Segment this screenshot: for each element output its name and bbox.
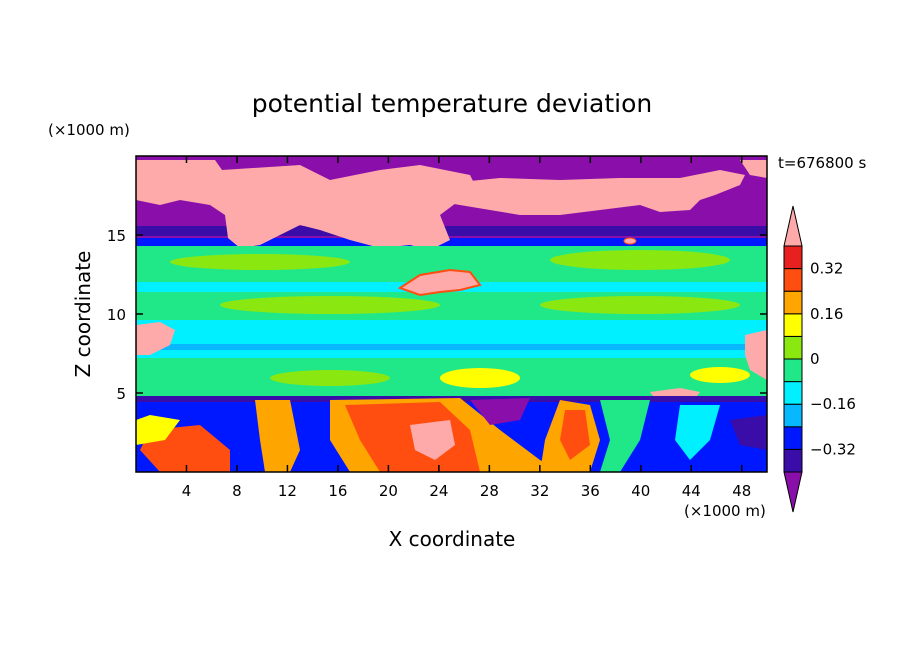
x-tick-label: 24 — [429, 482, 448, 500]
upper-positive-dot — [623, 237, 637, 245]
colorbar-top-triangle — [783, 205, 803, 247]
x-tick-label: 8 — [232, 482, 242, 500]
upper-positive-blob-3 — [740, 160, 767, 178]
colorbar-segment — [783, 426, 803, 450]
time-label: t=676800 s — [778, 154, 866, 172]
x-tick-label: 28 — [480, 482, 499, 500]
x-tick-label: 40 — [631, 482, 650, 500]
colorbar: 0.32 0.16 0 −0.16 −0.32 — [783, 205, 856, 513]
yellow-patch-2 — [690, 367, 750, 383]
light-green-patch-3 — [220, 296, 440, 314]
light-green-patch-4 — [540, 296, 740, 314]
upper-positive-blob-2 — [430, 170, 745, 215]
y-axis-label: Z coordinate — [71, 251, 95, 378]
x-tick-label: 32 — [530, 482, 549, 500]
lower-purple-patch — [470, 398, 530, 425]
yellow-patch-1 — [440, 368, 520, 388]
light-green-patch-5 — [270, 370, 390, 386]
y-tick-label: 15 — [107, 227, 126, 245]
colorbar-segment — [783, 290, 803, 315]
colorbar-bottom-triangle — [783, 471, 803, 513]
cyan-band-2 — [136, 320, 767, 344]
upper-positive-blob-1 — [136, 160, 480, 250]
colorbar-segment — [783, 381, 803, 405]
colorbar-tick-label: 0.32 — [810, 260, 843, 278]
colorbar-segment — [783, 268, 803, 292]
x-tick-label: 44 — [682, 482, 701, 500]
left-positive-blob — [136, 322, 175, 355]
light-green-patch-2 — [550, 250, 730, 270]
colorbar-segment — [783, 358, 803, 383]
lower-right-hot — [560, 410, 590, 460]
y-tick-label: 10 — [107, 306, 126, 324]
lower-left-warm — [255, 400, 300, 472]
y-axis-ticks: 5 10 15 — [107, 227, 767, 403]
x-tick-label: 4 — [182, 482, 192, 500]
colorbar-tick-label: −0.32 — [810, 440, 856, 458]
colorbar-tick-label: −0.16 — [810, 395, 856, 413]
colorbar-tick-label: 0.16 — [810, 305, 843, 323]
lower-right-purple — [730, 415, 767, 450]
y-unit-label: (×1000 m) — [48, 121, 130, 139]
colorbar-tick-label: 0 — [810, 350, 820, 368]
x-tick-label: 36 — [581, 482, 600, 500]
contour-plot — [136, 156, 767, 472]
colorbar-segment — [783, 403, 803, 428]
colorbar-segment — [783, 313, 803, 337]
x-tick-label: 48 — [732, 482, 751, 500]
upper-darkblue-strip — [136, 226, 767, 236]
mid-positive-blob — [397, 268, 482, 297]
x-tick-label: 16 — [328, 482, 347, 500]
lower-cyan-wave — [675, 405, 720, 460]
upper-blue-line — [136, 238, 767, 246]
colorbar-segment — [783, 448, 803, 473]
x-axis-ticks: 4 8 12 16 20 24 28 32 36 40 44 48 — [182, 156, 751, 500]
lower-peak-plume — [410, 420, 455, 460]
blue-strip-mid — [136, 344, 767, 350]
colorbar-segment — [783, 335, 803, 360]
colorbar-segment — [783, 245, 803, 270]
x-unit-label: (×1000 m) — [684, 502, 766, 520]
chart-title: potential temperature deviation — [252, 89, 652, 118]
light-green-patch-1 — [170, 254, 350, 270]
lower-green-wave — [600, 400, 650, 472]
x-axis-label: X coordinate — [389, 527, 516, 551]
lower-left-yellow — [136, 415, 180, 445]
y-tick-label: 5 — [116, 385, 126, 403]
right-positive-blob — [745, 330, 767, 380]
x-tick-label: 20 — [379, 482, 398, 500]
x-tick-label: 12 — [278, 482, 297, 500]
